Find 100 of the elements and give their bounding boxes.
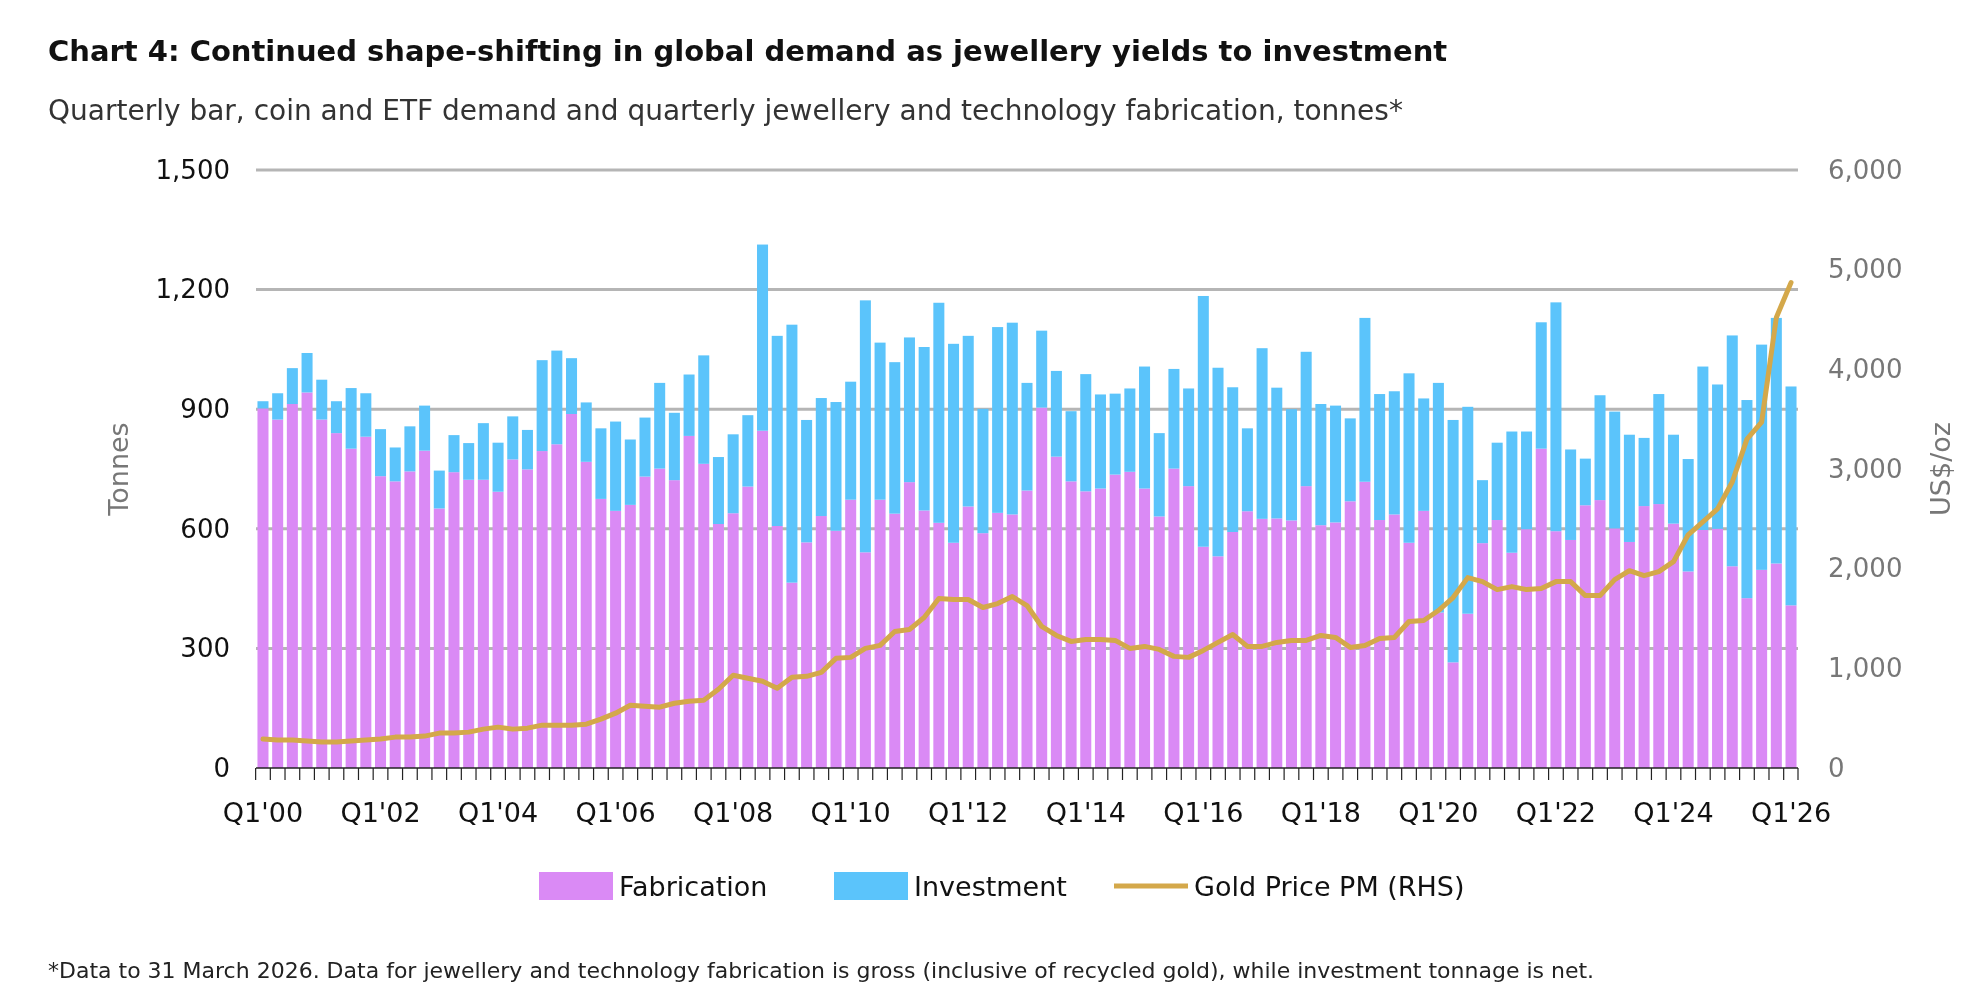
bar bbox=[624, 439, 636, 505]
bar bbox=[874, 499, 886, 768]
bar bbox=[992, 512, 1004, 768]
bar bbox=[1770, 563, 1782, 768]
y2-tick-label: 6,000 bbox=[1828, 154, 1903, 185]
bar bbox=[330, 433, 342, 768]
bar bbox=[1403, 542, 1415, 768]
bar bbox=[845, 499, 857, 768]
text: *Data to 31 March 2026. Data for jewellery and technology fabrication is gross (inclusive of recycled gold), while investment tonnage is net. bbox=[48, 958, 1595, 983]
bar bbox=[1330, 522, 1342, 768]
x-tick-label: Q1'24 bbox=[1633, 797, 1714, 828]
bar bbox=[801, 419, 813, 543]
bar bbox=[1065, 411, 1077, 482]
bar bbox=[1124, 388, 1136, 472]
x-tick-label: Q1'12 bbox=[928, 797, 1009, 828]
bar bbox=[1330, 405, 1342, 523]
bar bbox=[1697, 366, 1709, 530]
bar bbox=[404, 471, 416, 768]
bar bbox=[654, 468, 666, 768]
bar bbox=[1609, 528, 1621, 768]
bar bbox=[330, 401, 342, 434]
y-tick-label: 1,500 bbox=[155, 154, 230, 185]
bar bbox=[1550, 531, 1562, 768]
bar bbox=[933, 302, 945, 523]
x-tick-label: Q1'00 bbox=[222, 797, 304, 828]
bar bbox=[757, 244, 769, 431]
bar bbox=[1535, 322, 1547, 449]
bar bbox=[419, 405, 431, 451]
bar bbox=[1006, 322, 1018, 515]
bar bbox=[610, 421, 622, 511]
bar bbox=[977, 408, 989, 534]
bar bbox=[1667, 434, 1679, 524]
bar bbox=[1535, 448, 1547, 768]
bar bbox=[286, 404, 298, 768]
bar bbox=[345, 448, 357, 768]
bar bbox=[1682, 459, 1694, 572]
bar bbox=[859, 552, 871, 768]
bar bbox=[859, 300, 871, 553]
bar bbox=[1594, 395, 1606, 501]
bar bbox=[1447, 662, 1459, 768]
bar bbox=[992, 327, 1004, 513]
bar bbox=[286, 368, 298, 405]
bar bbox=[492, 442, 504, 492]
bar bbox=[712, 524, 724, 768]
y2-tick-label: 4,000 bbox=[1828, 354, 1903, 385]
bar bbox=[1359, 481, 1371, 768]
bar bbox=[1050, 456, 1062, 768]
bar bbox=[1770, 317, 1782, 564]
bar bbox=[786, 582, 798, 768]
bar bbox=[1315, 525, 1327, 768]
y-tick-label: 300 bbox=[180, 633, 230, 664]
bar bbox=[1726, 335, 1738, 567]
bar bbox=[1403, 373, 1415, 543]
bar bbox=[668, 412, 680, 481]
bar bbox=[1212, 556, 1224, 768]
bar bbox=[948, 343, 960, 543]
x-tick-label: Q1'20 bbox=[1398, 797, 1479, 828]
bar bbox=[668, 480, 680, 768]
bar bbox=[1109, 393, 1121, 475]
x-tick-label: Q1'22 bbox=[1515, 797, 1597, 828]
bar bbox=[566, 358, 578, 414]
bar bbox=[1256, 518, 1268, 768]
bar bbox=[1741, 598, 1753, 768]
bar bbox=[1271, 387, 1283, 519]
bar bbox=[801, 542, 813, 768]
bar bbox=[1168, 468, 1180, 768]
bar bbox=[404, 426, 416, 472]
y-axis-title: Tonnes bbox=[103, 422, 134, 517]
bar bbox=[610, 510, 622, 768]
bar bbox=[918, 510, 930, 768]
x-tick-label: Q1'10 bbox=[810, 797, 891, 828]
bar bbox=[1785, 605, 1797, 768]
bar bbox=[1623, 434, 1635, 542]
bar bbox=[360, 436, 372, 768]
bar bbox=[316, 419, 328, 768]
legend-label: Investment bbox=[914, 871, 1067, 902]
bar bbox=[903, 482, 915, 768]
bar bbox=[727, 513, 739, 768]
bar bbox=[1741, 400, 1753, 599]
bar bbox=[1021, 382, 1033, 491]
bar bbox=[1623, 541, 1635, 768]
bar bbox=[463, 443, 475, 480]
bar bbox=[845, 381, 857, 500]
bar bbox=[1432, 612, 1444, 768]
bar bbox=[1609, 411, 1621, 529]
bar bbox=[1667, 523, 1679, 768]
bar bbox=[316, 379, 328, 420]
bar bbox=[1036, 407, 1048, 768]
y2-tick-label: 1,000 bbox=[1828, 653, 1903, 684]
bar bbox=[683, 435, 695, 768]
bar bbox=[757, 430, 769, 768]
bar bbox=[1506, 552, 1518, 768]
bar bbox=[874, 342, 886, 500]
bar bbox=[1653, 394, 1665, 505]
bar bbox=[1168, 368, 1180, 469]
bar bbox=[1550, 302, 1562, 532]
bar bbox=[1712, 384, 1724, 529]
bar bbox=[1447, 419, 1459, 663]
bar bbox=[595, 428, 607, 499]
bar bbox=[889, 362, 901, 514]
